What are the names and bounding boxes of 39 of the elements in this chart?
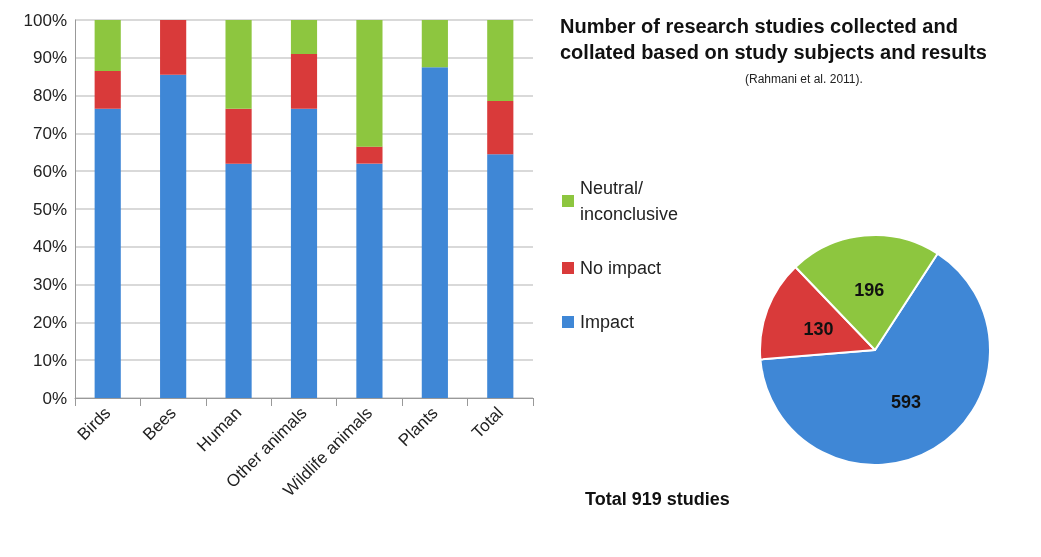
y-tick-label: 40% <box>32 237 67 257</box>
bar <box>290 108 318 398</box>
y-tick-label: 90% <box>32 48 67 68</box>
bar <box>225 108 252 164</box>
text: Total 919 studies <box>585 489 730 509</box>
data-label: 593 <box>891 391 922 412</box>
y-tick-label: 0% <box>42 388 67 408</box>
bar <box>94 20 121 72</box>
data-label: 130 <box>803 318 834 339</box>
bar <box>225 163 252 398</box>
bar <box>487 154 514 398</box>
bar <box>225 20 252 109</box>
bar <box>356 20 383 147</box>
bar <box>290 20 318 55</box>
legend-label: No impact <box>580 258 662 278</box>
bar <box>94 108 121 398</box>
chart-title: Number of research studies collected and collated based on study subjects and results <box>560 15 987 63</box>
bar <box>356 163 383 398</box>
bar <box>160 20 187 75</box>
bar <box>421 67 448 398</box>
bar <box>487 20 514 101</box>
bar <box>487 100 514 155</box>
bar <box>356 146 383 164</box>
legend-label: Impact <box>580 312 635 332</box>
y-tick-label: 80% <box>32 86 67 106</box>
y-tick-label: 10% <box>32 350 67 370</box>
bar <box>421 20 448 68</box>
data-label: 196 <box>854 279 885 300</box>
y-tick-label: 70% <box>32 123 67 143</box>
bar <box>290 54 318 109</box>
bar <box>160 74 187 398</box>
y-tick-label: 20% <box>32 312 67 332</box>
y-tick-label: 30% <box>32 275 67 295</box>
y-tick-label: 60% <box>32 161 67 181</box>
y-tick-label: 100% <box>23 10 67 30</box>
chart-subtitle: (Rahmani et al. 2011). <box>745 72 863 86</box>
legend-label: Neutral/ inconclusive <box>580 178 679 224</box>
y-tick-label: 50% <box>32 199 67 219</box>
bar <box>94 71 121 109</box>
